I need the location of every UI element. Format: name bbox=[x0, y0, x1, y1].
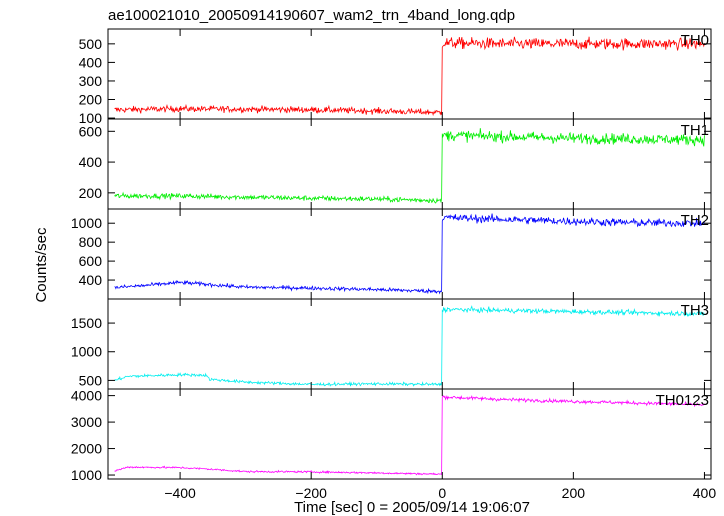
y-tick-label: 600 bbox=[79, 253, 103, 269]
y-tick-label: 800 bbox=[79, 234, 103, 250]
panel-label: TH2 bbox=[681, 212, 709, 229]
x-axis-label: Time [sec] 0 = 2005/09/14 19:06:07 bbox=[294, 499, 530, 516]
series-line-th2 bbox=[114, 213, 705, 295]
y-tick-label: 4000 bbox=[71, 388, 102, 404]
y-tick-label: 3000 bbox=[71, 414, 102, 430]
y-tick-label: 200 bbox=[79, 185, 103, 201]
y-tick-label: 400 bbox=[79, 54, 103, 70]
panel-th3: 500 1000 1500 TH3 bbox=[71, 298, 712, 390]
series-line-th0123 bbox=[114, 395, 705, 476]
y-tick-label: 1000 bbox=[71, 344, 102, 360]
panel-frame bbox=[107, 28, 712, 120]
y-tick-label: 100 bbox=[79, 110, 103, 126]
panels: 100 200 300 400 500 TH0 200 400 600 TH1 400 600 800 1… bbox=[71, 28, 712, 483]
y-tick-label: 200 bbox=[79, 92, 103, 108]
panel-label: TH0 bbox=[681, 32, 709, 49]
panel-label: TH3 bbox=[681, 302, 709, 319]
x-tick-label: 200 bbox=[562, 485, 586, 501]
x-tick-label: −400 bbox=[164, 485, 196, 501]
y-tick-label: 500 bbox=[79, 372, 103, 388]
panel-th2: 400 600 800 1000 TH2 bbox=[71, 208, 712, 300]
x-tick-label: 400 bbox=[693, 485, 717, 501]
y-tick-label: 300 bbox=[79, 73, 103, 89]
panel-frame bbox=[107, 388, 712, 480]
y-tick-label: 2000 bbox=[71, 441, 102, 457]
panel-frame bbox=[107, 208, 712, 300]
x-tick-label: 0 bbox=[438, 485, 446, 501]
panel-frame bbox=[107, 118, 712, 210]
series-line-th1 bbox=[114, 128, 705, 204]
panel-th0123: 1000 2000 3000 4000 TH0123 bbox=[71, 388, 712, 483]
panel-label: TH1 bbox=[681, 122, 709, 139]
y-tick-label: 1000 bbox=[71, 215, 102, 231]
panel-th1: 200 400 600 TH1 bbox=[79, 118, 712, 210]
panel-label: TH0123 bbox=[656, 392, 709, 409]
panel-th0: 100 200 300 400 500 TH0 bbox=[79, 28, 712, 126]
x-tick-label: −200 bbox=[295, 485, 327, 501]
y-tick-label: 400 bbox=[79, 272, 103, 288]
chart-title: ae100021010_20050914190607_wam2_trn_4ban… bbox=[108, 7, 515, 24]
y-tick-label: 1500 bbox=[71, 315, 102, 331]
y-tick-label: 400 bbox=[79, 154, 103, 170]
y-tick-label: 500 bbox=[79, 36, 103, 52]
y-axis-label: Counts/sec bbox=[33, 227, 50, 303]
x-ticks: −400 −200 0 200 400 bbox=[164, 485, 716, 501]
series-line-th0 bbox=[114, 36, 705, 117]
series-line-th3 bbox=[114, 305, 705, 387]
y-tick-label: 1000 bbox=[71, 467, 102, 483]
y-tick-label: 600 bbox=[79, 123, 103, 139]
